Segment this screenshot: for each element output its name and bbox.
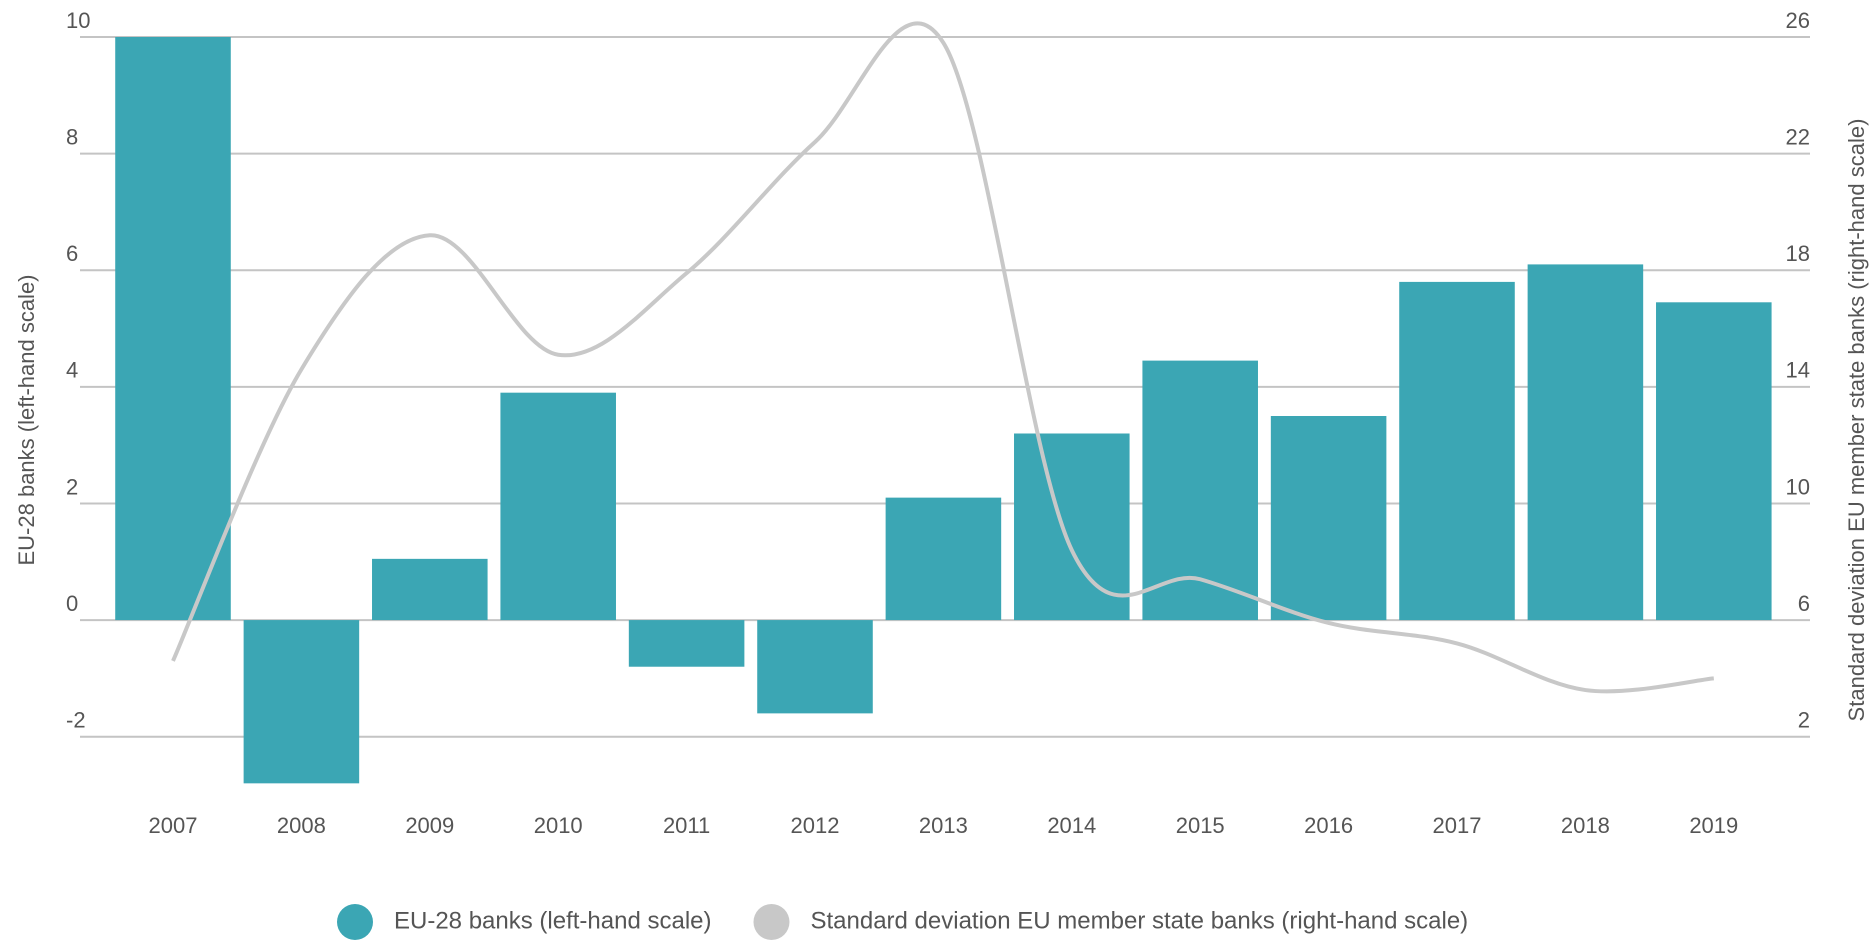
- bar: [372, 558, 488, 621]
- bar: [243, 620, 360, 784]
- y-axis-label: EU-28 banks (left-hand scale): [14, 274, 39, 565]
- y2-tick-label: 6: [1798, 591, 1810, 616]
- bar: [1014, 433, 1130, 621]
- x-tick-label: 2015: [1176, 813, 1225, 838]
- y2-tick-label: 26: [1786, 8, 1810, 33]
- line: [171, 21, 1714, 694]
- x-tick-label: 2013: [919, 813, 968, 838]
- bar: [500, 392, 616, 621]
- bar: [1142, 360, 1258, 621]
- bar: [1656, 302, 1772, 621]
- bar: [115, 37, 231, 621]
- legend-marker: [753, 904, 790, 940]
- x-tick-label: 2016: [1304, 813, 1353, 838]
- legend-label: EU-28 banks (left-hand scale): [394, 907, 711, 934]
- y2-tick-label: 22: [1786, 124, 1810, 149]
- bar: [885, 497, 1002, 621]
- x-tick-label: 2011: [663, 813, 710, 838]
- y2-axis-label: Standard deviation EU member state banks…: [1844, 119, 1869, 722]
- y-tick-label: 8: [66, 124, 78, 149]
- bar: [1399, 281, 1515, 621]
- y-tick-label: 10: [66, 8, 90, 33]
- y-tick-label: 0: [66, 591, 78, 616]
- y2-tick-label: 2: [1798, 708, 1810, 733]
- bar: [757, 620, 873, 714]
- x-tick-label: 2010: [534, 813, 583, 838]
- x-tick-label: 2018: [1561, 813, 1610, 838]
- x-tick-label: 2012: [791, 813, 840, 838]
- y2-tick-label: 18: [1786, 241, 1810, 266]
- y-tick-label: 2: [66, 474, 78, 499]
- x-tick-label: 2019: [1689, 813, 1738, 838]
- x-tick-label: 2017: [1433, 813, 1482, 838]
- legend-label: Standard deviation EU member state banks…: [810, 907, 1468, 934]
- legend-marker: [337, 904, 373, 940]
- bar: [628, 620, 745, 667]
- y2-tick-label: 10: [1786, 474, 1810, 499]
- y2-tick-label: 14: [1786, 358, 1810, 383]
- x-tick-label: 2014: [1047, 813, 1096, 838]
- y-tick-label: 4: [66, 358, 78, 383]
- x-tick-label: 2009: [405, 813, 454, 838]
- bar: [1527, 264, 1644, 621]
- y-tick-label: 6: [66, 241, 78, 266]
- x-tick-label: 2007: [149, 813, 198, 838]
- bar: [1270, 416, 1387, 621]
- x-tick-label: 2008: [277, 813, 326, 838]
- y-tick-label: -2: [66, 708, 86, 733]
